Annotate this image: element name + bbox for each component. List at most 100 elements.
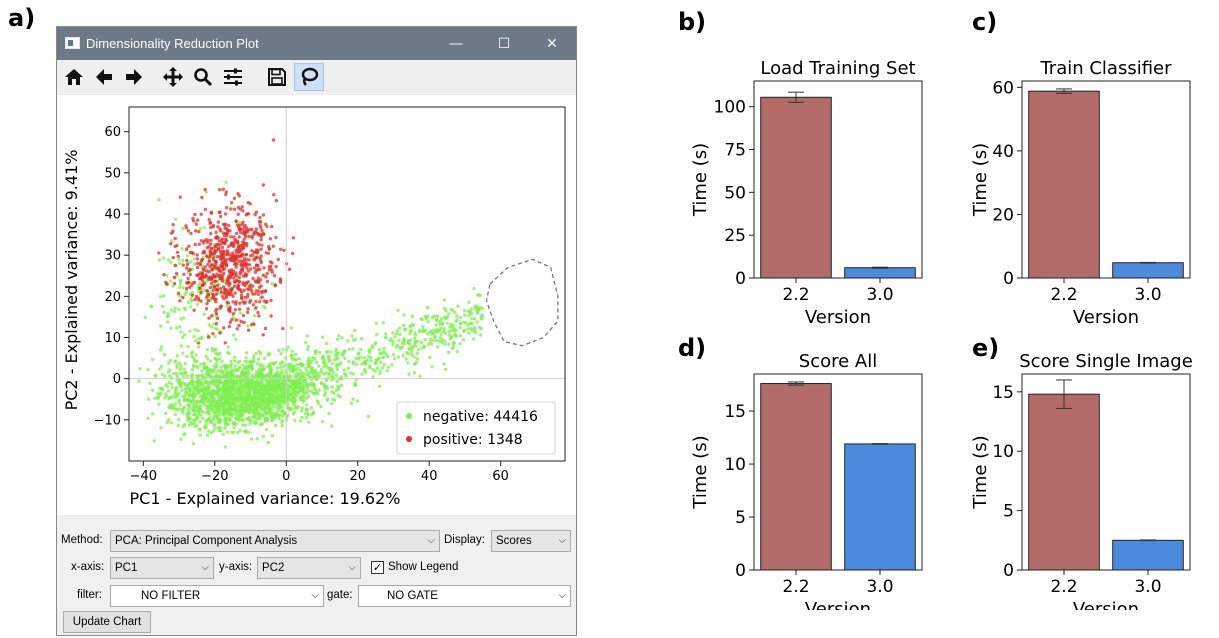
scatter-point-positive — [213, 245, 217, 249]
close-button[interactable]: ✕ — [546, 36, 558, 52]
scatter-point-negative — [182, 333, 187, 337]
train-classifier-x-tick-label: 3.0 — [1134, 285, 1161, 305]
scatter-point-negative — [276, 397, 280, 401]
method-select[interactable]: PCA: Principal Component Analysis ⌵ — [110, 530, 440, 552]
scatter-point-negative — [202, 226, 206, 230]
bar-chart-train-classifier: Train Classifier 2.2 3.0 0 20 40 60 Version Time… — [972, 58, 1191, 328]
y-axis-select[interactable]: PC2 ⌵ — [257, 557, 361, 579]
scatter-point-positive — [195, 253, 199, 257]
scatter-point-negative — [398, 326, 402, 330]
pca-scatter-chart[interactable]: −40 −20 0 20 40 60 −10 0 10 20 30 40 50 60 negative: … — [57, 95, 576, 515]
scatter-point-negative — [286, 373, 291, 377]
scatter-point-positive — [261, 289, 265, 293]
score-single-image-title: Score Single Image — [1019, 351, 1193, 372]
train-classifier-x-tick-label: 2.2 — [1050, 285, 1077, 305]
scatter-point-negative — [243, 423, 248, 427]
scatter-point-negative — [362, 356, 366, 360]
scatter-point-negative — [192, 422, 196, 426]
filter-select[interactable]: NO FILTER ⌵ — [110, 585, 324, 607]
scatter-point-positive — [229, 292, 234, 297]
scatter-point-negative — [190, 368, 194, 372]
scatter-point-negative — [166, 314, 170, 318]
x-axis-select[interactable]: PC1 ⌵ — [110, 557, 214, 579]
scatter-point-negative — [219, 429, 223, 433]
scatter-point-positive — [248, 228, 252, 232]
y-tick-label: 50 — [104, 166, 121, 181]
zoom-icon[interactable] — [188, 63, 218, 91]
x-tick-label: 60 — [492, 469, 509, 484]
scatter-point-negative — [249, 437, 254, 441]
scatter-point-positive — [244, 253, 248, 257]
scatter-point-negative — [253, 401, 257, 405]
minimize-button[interactable]: — — [449, 36, 463, 52]
scatter-point-negative — [166, 320, 170, 324]
scatter-point-negative — [233, 369, 237, 373]
scatter-point-negative — [296, 405, 300, 409]
scatter-point-negative — [246, 382, 251, 386]
show-legend-checkbox[interactable]: ✓ — [371, 561, 384, 574]
scatter-point-negative — [396, 308, 400, 313]
scatter-point-negative — [185, 398, 190, 402]
lasso-icon[interactable] — [294, 63, 324, 91]
scatter-point-positive — [265, 279, 270, 284]
home-icon[interactable] — [59, 63, 89, 91]
scatter-point-positive — [208, 242, 213, 246]
scatter-point-negative — [244, 351, 249, 355]
scatter-point-negative — [224, 394, 229, 398]
scatter-point-negative — [181, 374, 185, 378]
scatter-point-negative — [211, 414, 216, 419]
scatter-point-negative — [425, 332, 430, 336]
scatter-point-negative — [421, 329, 425, 333]
scatter-point-negative — [402, 313, 406, 317]
scatter-point-negative — [138, 367, 142, 371]
scatter-point-negative — [303, 412, 308, 416]
scatter-point-positive — [259, 259, 263, 263]
legend-label-positive: positive: 1348 — [423, 432, 523, 448]
scatter-point-negative — [184, 290, 188, 295]
scatter-plot-area: −40 −20 0 20 40 60 −10 0 10 20 30 40 50 60 negative: … — [57, 95, 576, 515]
scatter-point-negative — [186, 402, 190, 407]
pan-icon[interactable] — [158, 63, 188, 91]
scatter-point-negative — [385, 369, 389, 373]
train-classifier-frame — [1021, 80, 1191, 279]
scatter-point-negative — [252, 357, 256, 361]
scatter-point-negative — [234, 381, 238, 385]
configure-icon[interactable] — [218, 63, 248, 91]
scatter-point-negative — [430, 342, 434, 347]
scatter-point-negative — [233, 364, 237, 368]
scatter-point-negative — [195, 384, 199, 388]
scatter-point-negative — [320, 335, 325, 339]
scatter-point-negative — [346, 339, 350, 343]
scatter-point-negative — [453, 332, 457, 336]
scatter-point-negative — [311, 356, 315, 360]
scatter-point-negative — [228, 406, 233, 411]
scatter-point-negative — [181, 335, 185, 339]
scatter-point-negative — [228, 412, 232, 416]
save-icon[interactable] — [262, 63, 292, 91]
load-training-set-y-tick-label: 25 — [724, 226, 746, 246]
scatter-point-negative — [160, 372, 164, 377]
scatter-point-negative — [246, 368, 250, 372]
scatter-point-negative — [184, 370, 188, 375]
forward-icon[interactable] — [119, 63, 149, 91]
scatter-point-positive — [208, 285, 213, 290]
scatter-point-negative — [225, 304, 229, 308]
scatter-point-negative — [187, 386, 192, 391]
scatter-point-negative — [447, 342, 451, 346]
scatter-point-positive — [249, 267, 253, 271]
gate-select[interactable]: NO GATE ⌵ — [358, 585, 571, 607]
scatter-point-negative — [255, 373, 259, 378]
scatter-point-negative — [396, 355, 401, 359]
show-legend-label: Show Legend — [388, 561, 459, 573]
scatter-point-positive — [214, 322, 219, 326]
load-training-set-x-tick-label: 3.0 — [866, 285, 893, 305]
maximize-button[interactable]: ☐ — [497, 36, 511, 52]
scatter-point-negative — [336, 356, 340, 360]
scatter-point-negative — [346, 366, 350, 371]
scatter-point-negative — [174, 326, 179, 330]
update-chart-button[interactable]: Update Chart — [63, 611, 151, 633]
display-select[interactable]: Scores ⌵ — [491, 530, 571, 552]
scatter-point-negative — [295, 380, 299, 384]
scatter-point-negative — [237, 396, 241, 400]
back-icon[interactable] — [89, 63, 119, 91]
